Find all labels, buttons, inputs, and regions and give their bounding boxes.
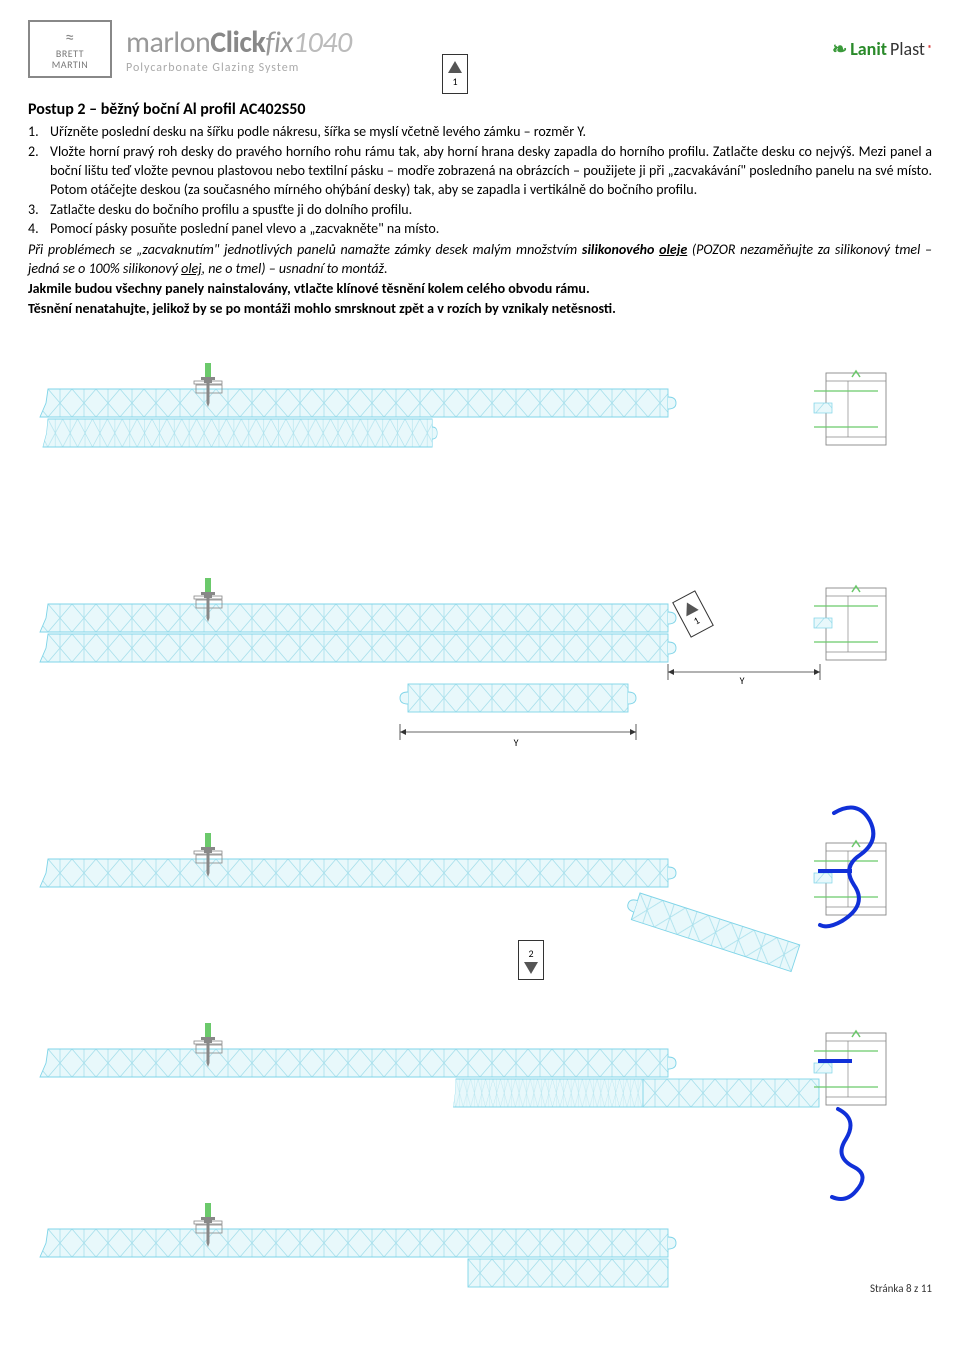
marlon-word: marlon bbox=[126, 24, 210, 61]
diagram-row-3 bbox=[40, 807, 886, 971]
lanit-text: Lanit bbox=[850, 38, 887, 60]
step-1: Uřízněte poslední desku na šířku podle n… bbox=[28, 123, 932, 142]
click-word: Click bbox=[210, 24, 265, 61]
step-list: Uřízněte poslední desku na šířku podle n… bbox=[28, 123, 932, 239]
page-title: Postup 2 – běžný boční Al profil AC402S5… bbox=[28, 100, 932, 119]
bm-text-bottom: MARTIN bbox=[52, 59, 89, 70]
note-silicone: Při problémech se „zacvaknutím" jednotli… bbox=[28, 241, 932, 279]
brett-martin-logo: ≈ BRETT MARTIN bbox=[28, 20, 112, 78]
header-left: ≈ BRETT MARTIN marlonClickfix1040 Polyca… bbox=[28, 20, 352, 78]
diagram-row-2: Y Y bbox=[40, 578, 886, 749]
page-footer: Stránka 8 z 11 bbox=[870, 1282, 932, 1295]
plast-text: Plast bbox=[890, 38, 925, 60]
arrow-callout-1: 1 bbox=[442, 54, 468, 94]
diagram-row-4 bbox=[40, 1023, 886, 1199]
diagram-area: Y Y 1 1 2 bbox=[28, 349, 932, 1293]
page-header: ≈ BRETT MARTIN marlonClickfix1040 Polyca… bbox=[28, 20, 932, 78]
fix-word: fix bbox=[265, 24, 293, 61]
lanitplast-logo: ❧ LanitPlast® bbox=[832, 38, 932, 60]
diagram-svg: Y Y bbox=[28, 349, 932, 1289]
arrow-callout-2: 2 bbox=[518, 940, 544, 980]
step-2: Vložte horní pravý roh desky do pravého … bbox=[28, 143, 932, 200]
diagram-row-5 bbox=[40, 1203, 676, 1287]
dim-label-y2: Y bbox=[514, 736, 519, 749]
marlon-logo: marlonClickfix1040 Polycarbonate Glazing… bbox=[126, 24, 352, 75]
reg-mark: ® bbox=[928, 44, 932, 54]
dim-label-y1: Y bbox=[740, 674, 745, 687]
note-stretch: Těsnění nenatahujte, jelikož by se po mo… bbox=[28, 300, 932, 319]
wave-icon: ≈ bbox=[65, 28, 74, 48]
leaf-icon: ❧ bbox=[832, 38, 847, 60]
num-1040: 1040 bbox=[293, 24, 352, 61]
diagram-row-1 bbox=[40, 363, 886, 447]
marlon-subtitle: Polycarbonate Glazing System bbox=[126, 61, 352, 75]
note-wedge: Jakmile budou všechny panely nainstalová… bbox=[28, 280, 932, 299]
step-3: Zatlačte desku do bočního profilu a spus… bbox=[28, 201, 932, 220]
step-4: Pomocí pásky posuňte poslední panel vlev… bbox=[28, 220, 932, 239]
